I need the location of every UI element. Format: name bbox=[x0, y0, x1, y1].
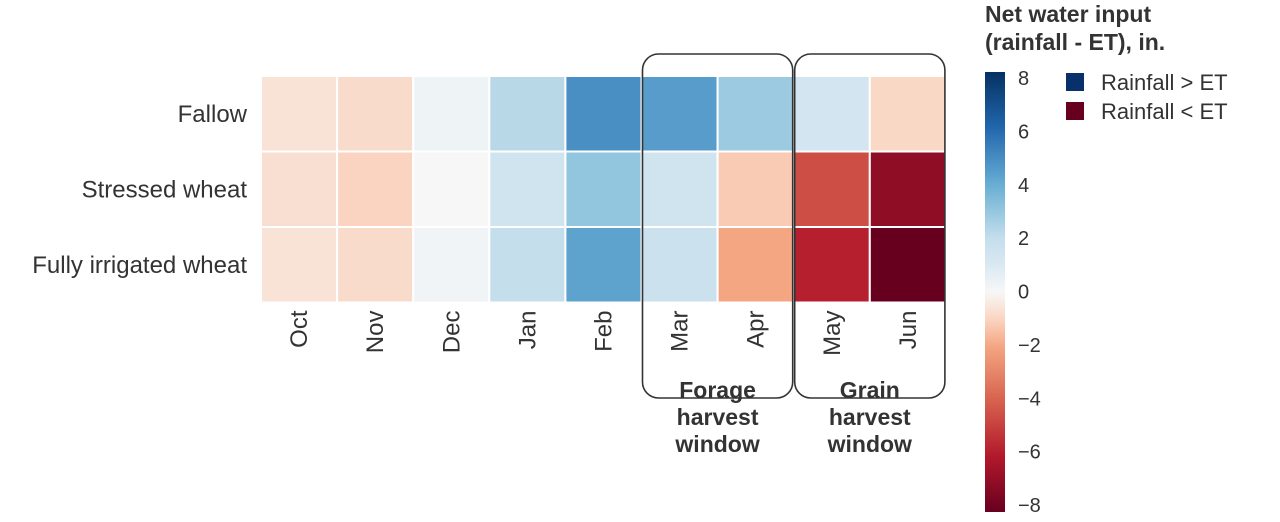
legend-label: Rainfall < ET bbox=[1101, 99, 1228, 124]
heatmap-cell bbox=[640, 226, 719, 304]
colorbar: 8 6 4 2 0 −2 −4 −6 −8 bbox=[985, 68, 1041, 517]
heatmap-cell bbox=[260, 150, 339, 228]
harvest-window-caption: harvest bbox=[677, 404, 759, 430]
heatmap-cell bbox=[260, 226, 339, 304]
row-label-fully-irrigated-wheat: Fully irrigated wheat bbox=[32, 252, 247, 279]
colorbar-tick-label: −2 bbox=[1018, 335, 1041, 357]
legend-swatch bbox=[1066, 102, 1084, 120]
heatmap-cell bbox=[716, 226, 795, 304]
column-labels: Oct Nov Dec Jan Feb Mar Apr May Jun bbox=[286, 310, 922, 356]
heatmap-cell bbox=[716, 75, 795, 153]
colorbar-tick-label: −8 bbox=[1018, 495, 1041, 517]
row-label-stressed-wheat: Stressed wheat bbox=[82, 176, 248, 203]
heatmap-cell bbox=[412, 226, 491, 304]
heatmap-cell bbox=[640, 75, 719, 153]
column-label-apr: Apr bbox=[743, 311, 770, 348]
harvest-window-caption: Grain bbox=[840, 377, 900, 403]
heatmap-cell bbox=[488, 75, 567, 153]
harvest-window-box bbox=[793, 53, 946, 399]
heatmap-cell bbox=[564, 226, 643, 304]
column-label-mar: Mar bbox=[667, 311, 694, 352]
colorbar-title-line: Net water input bbox=[985, 1, 1151, 27]
heatmap-cells bbox=[260, 75, 947, 304]
heatmap-cell bbox=[792, 75, 871, 153]
heatmap-cell bbox=[260, 75, 339, 153]
colorbar-tick-label: 4 bbox=[1018, 175, 1029, 197]
heatmap-cell bbox=[412, 150, 491, 228]
legend-swatch bbox=[1066, 73, 1084, 91]
heatmap-cell bbox=[412, 75, 491, 153]
heatmap-cell bbox=[564, 75, 643, 153]
colorbar-tick-label: 6 bbox=[1018, 121, 1029, 143]
column-label-may: May bbox=[819, 311, 846, 356]
column-label-jan: Jan bbox=[514, 311, 541, 350]
heatmap-cell bbox=[336, 226, 415, 304]
column-label-oct: Oct bbox=[286, 310, 313, 348]
heatmap-cell bbox=[488, 150, 567, 228]
colorbar-title-line: (rainfall - ET), in. bbox=[985, 29, 1165, 55]
harvest-window-caption: window bbox=[827, 431, 912, 457]
heatmap-cell bbox=[868, 150, 947, 228]
harvest-window-caption: window bbox=[674, 431, 759, 457]
harvest-window-caption: Forage bbox=[679, 377, 756, 403]
heatmap-cell bbox=[336, 150, 415, 228]
heatmap-cell bbox=[792, 150, 871, 228]
column-label-jun: Jun bbox=[895, 311, 922, 350]
heatmap-cell bbox=[564, 150, 643, 228]
harvest-window-box bbox=[641, 53, 794, 399]
column-label-feb: Feb bbox=[590, 311, 617, 352]
heatmap-cell bbox=[336, 75, 415, 153]
heatmap-cell bbox=[868, 226, 947, 304]
heatmap-cell bbox=[716, 150, 795, 228]
legend-label: Rainfall > ET bbox=[1101, 70, 1228, 95]
heatmap-cell bbox=[488, 226, 567, 304]
column-label-dec: Dec bbox=[438, 311, 465, 354]
colorbar-tick-label: −4 bbox=[1018, 388, 1041, 410]
row-label-fallow: Fallow bbox=[178, 101, 248, 128]
heatmap-cell bbox=[792, 226, 871, 304]
colorbar-title: Net water input(rainfall - ET), in. bbox=[985, 1, 1165, 55]
column-label-nov: Nov bbox=[362, 311, 389, 354]
heatmap-cell bbox=[868, 75, 947, 153]
colorbar-tick-label: 2 bbox=[1018, 228, 1029, 250]
colorbar-tick-label: −6 bbox=[1018, 442, 1041, 464]
colorbar-tick-label: 0 bbox=[1018, 282, 1029, 304]
colorbar-tick-label: 8 bbox=[1018, 68, 1029, 90]
heatmap-cell bbox=[640, 150, 719, 228]
legend: Rainfall > ET Rainfall < ET bbox=[1066, 70, 1228, 124]
harvest-window-caption: harvest bbox=[829, 404, 911, 430]
colorbar-gradient bbox=[985, 72, 1005, 512]
row-labels: Fallow Stressed wheat Fully irrigated whea… bbox=[32, 101, 247, 279]
